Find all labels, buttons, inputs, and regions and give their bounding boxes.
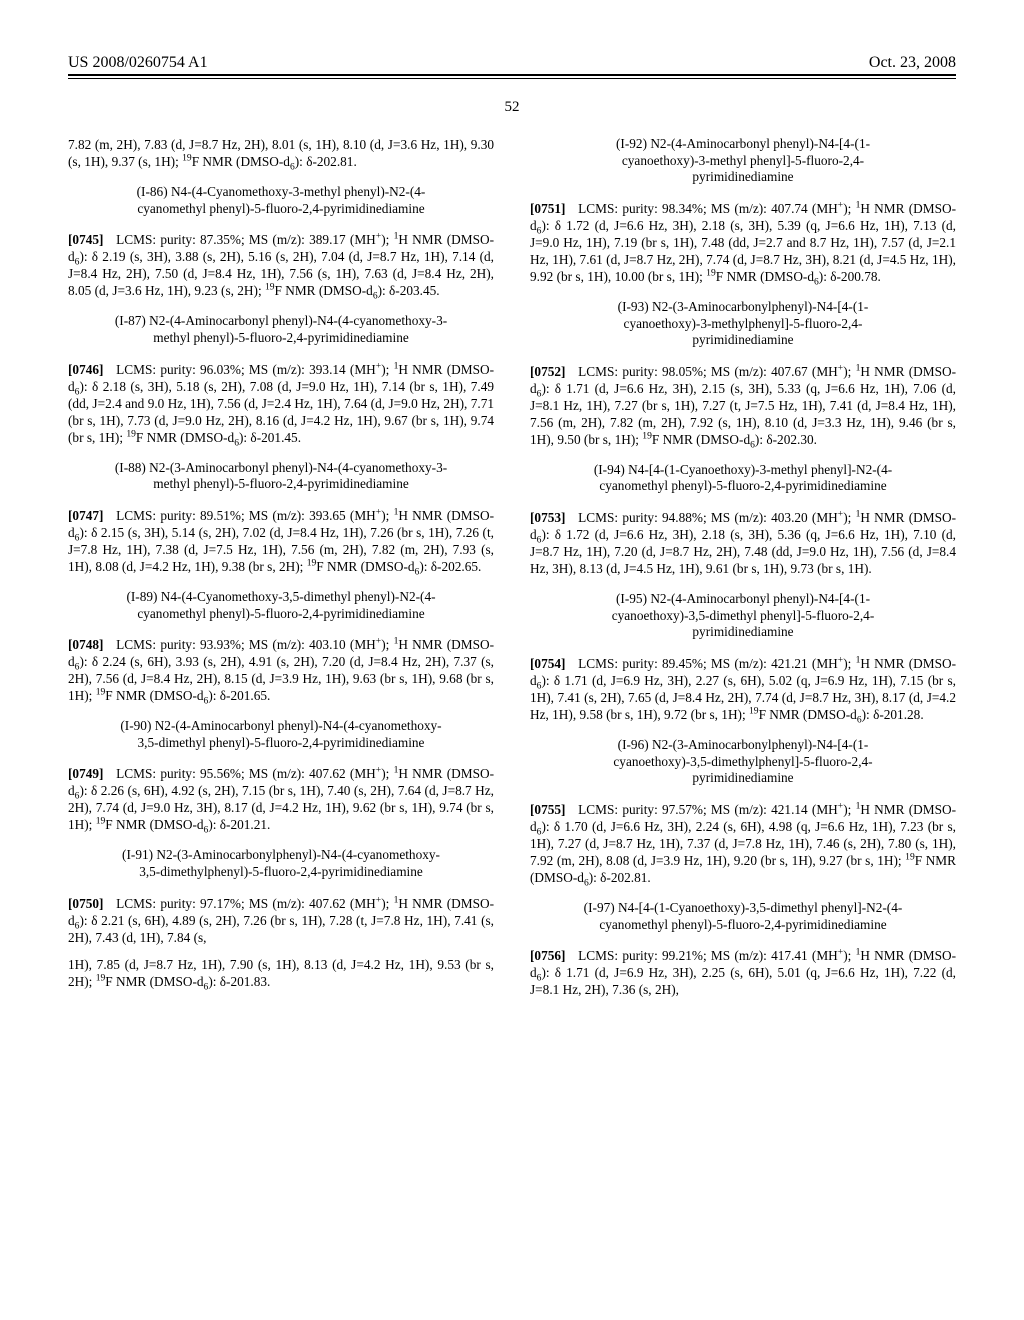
para-0755: [0755] LCMS: purity: 97.57%; MS (m/z): 4… [530, 801, 956, 886]
compound-title-i96: (I-96) N2-(3-Aminocarbonylphenyl)-N4-[4-… [576, 737, 910, 787]
para-0756: [0756] LCMS: purity: 99.21%; MS (m/z): 4… [530, 947, 956, 998]
compound-title-i94: (I-94) N4-[4-(1-Cyanoethoxy)-3-methyl ph… [576, 462, 910, 495]
para-num: [0751] [530, 201, 565, 216]
para-0752: [0752] LCMS: purity: 98.05%; MS (m/z): 4… [530, 363, 956, 448]
para-num: [0753] [530, 510, 565, 525]
continuation-para: 7.82 (m, 2H), 7.83 (d, J=8.7 Hz, 2H), 8.… [68, 136, 494, 170]
para-num: [0745] [68, 232, 103, 247]
compound-title-i91: (I-91) N2-(3-Aminocarbonylphenyl)-N4-(4-… [114, 847, 448, 880]
para-num: [0752] [530, 364, 565, 379]
para-0754: [0754] LCMS: purity: 89.45%; MS (m/z): 4… [530, 655, 956, 723]
page-number: 52 [68, 99, 956, 116]
patent-page: US 2008/0260754 A1 Oct. 23, 2008 52 7.82… [0, 0, 1024, 1320]
compound-title-i90: (I-90) N2-(4-Aminocarbonyl phenyl)-N4-(4… [114, 718, 448, 751]
compound-title-i89: (I-89) N4-(4-Cyanomethoxy-3,5-dimethyl p… [114, 589, 448, 622]
para-0749: [0749] LCMS: purity: 95.56%; MS (m/z): 4… [68, 765, 494, 833]
body-columns: 7.82 (m, 2H), 7.83 (d, J=8.7 Hz, 2H), 8.… [68, 136, 956, 1006]
para-num: [0750] [68, 896, 103, 911]
para-num: [0749] [68, 766, 103, 781]
para-num: [0756] [530, 948, 565, 963]
para-0745: [0745] LCMS: purity: 87.35%; MS (m/z): 3… [68, 231, 494, 299]
para-0747: [0747] LCMS: purity: 89.51%; MS (m/z): 3… [68, 507, 494, 575]
header-rule [68, 78, 956, 79]
patent-pub-number: US 2008/0260754 A1 [68, 54, 208, 72]
para-0750-cont: 1H), 7.85 (d, J=8.7 Hz, 1H), 7.90 (s, 1H… [68, 956, 494, 990]
page-header: US 2008/0260754 A1 Oct. 23, 2008 [68, 54, 956, 76]
compound-title-i95: (I-95) N2-(4-Aminocarbonyl phenyl)-N4-[4… [576, 591, 910, 641]
para-num: [0746] [68, 362, 103, 377]
compound-title-i92: (I-92) N2-(4-Aminocarbonyl phenyl)-N4-[4… [576, 136, 910, 186]
para-0748: [0748] LCMS: purity: 93.93%; MS (m/z): 4… [68, 636, 494, 704]
patent-pub-date: Oct. 23, 2008 [869, 54, 956, 72]
compound-title-i93: (I-93) N2-(3-Aminocarbonylphenyl)-N4-[4-… [576, 299, 910, 349]
para-0753: [0753] LCMS: purity: 94.88%; MS (m/z): 4… [530, 509, 956, 577]
para-num: [0747] [68, 508, 103, 523]
compound-title-i97: (I-97) N4-[4-(1-Cyanoethoxy)-3,5-dimethy… [576, 900, 910, 933]
para-num: [0748] [68, 637, 103, 652]
compound-title-i87: (I-87) N2-(4-Aminocarbonyl phenyl)-N4-(4… [114, 313, 448, 346]
compound-title-i88: (I-88) N2-(3-Aminocarbonyl phenyl)-N4-(4… [114, 460, 448, 493]
para-0751: [0751] LCMS: purity: 98.34%; MS (m/z): 4… [530, 200, 956, 285]
para-num: [0755] [530, 802, 565, 817]
para-0750: [0750] LCMS: purity: 97.17%; MS (m/z): 4… [68, 895, 494, 946]
para-0746: [0746] LCMS: purity: 96.03%; MS (m/z): 3… [68, 361, 494, 446]
para-num: [0754] [530, 656, 565, 671]
compound-title-i86: (I-86) N4-(4-Cyanomethoxy-3-methyl pheny… [114, 184, 448, 217]
